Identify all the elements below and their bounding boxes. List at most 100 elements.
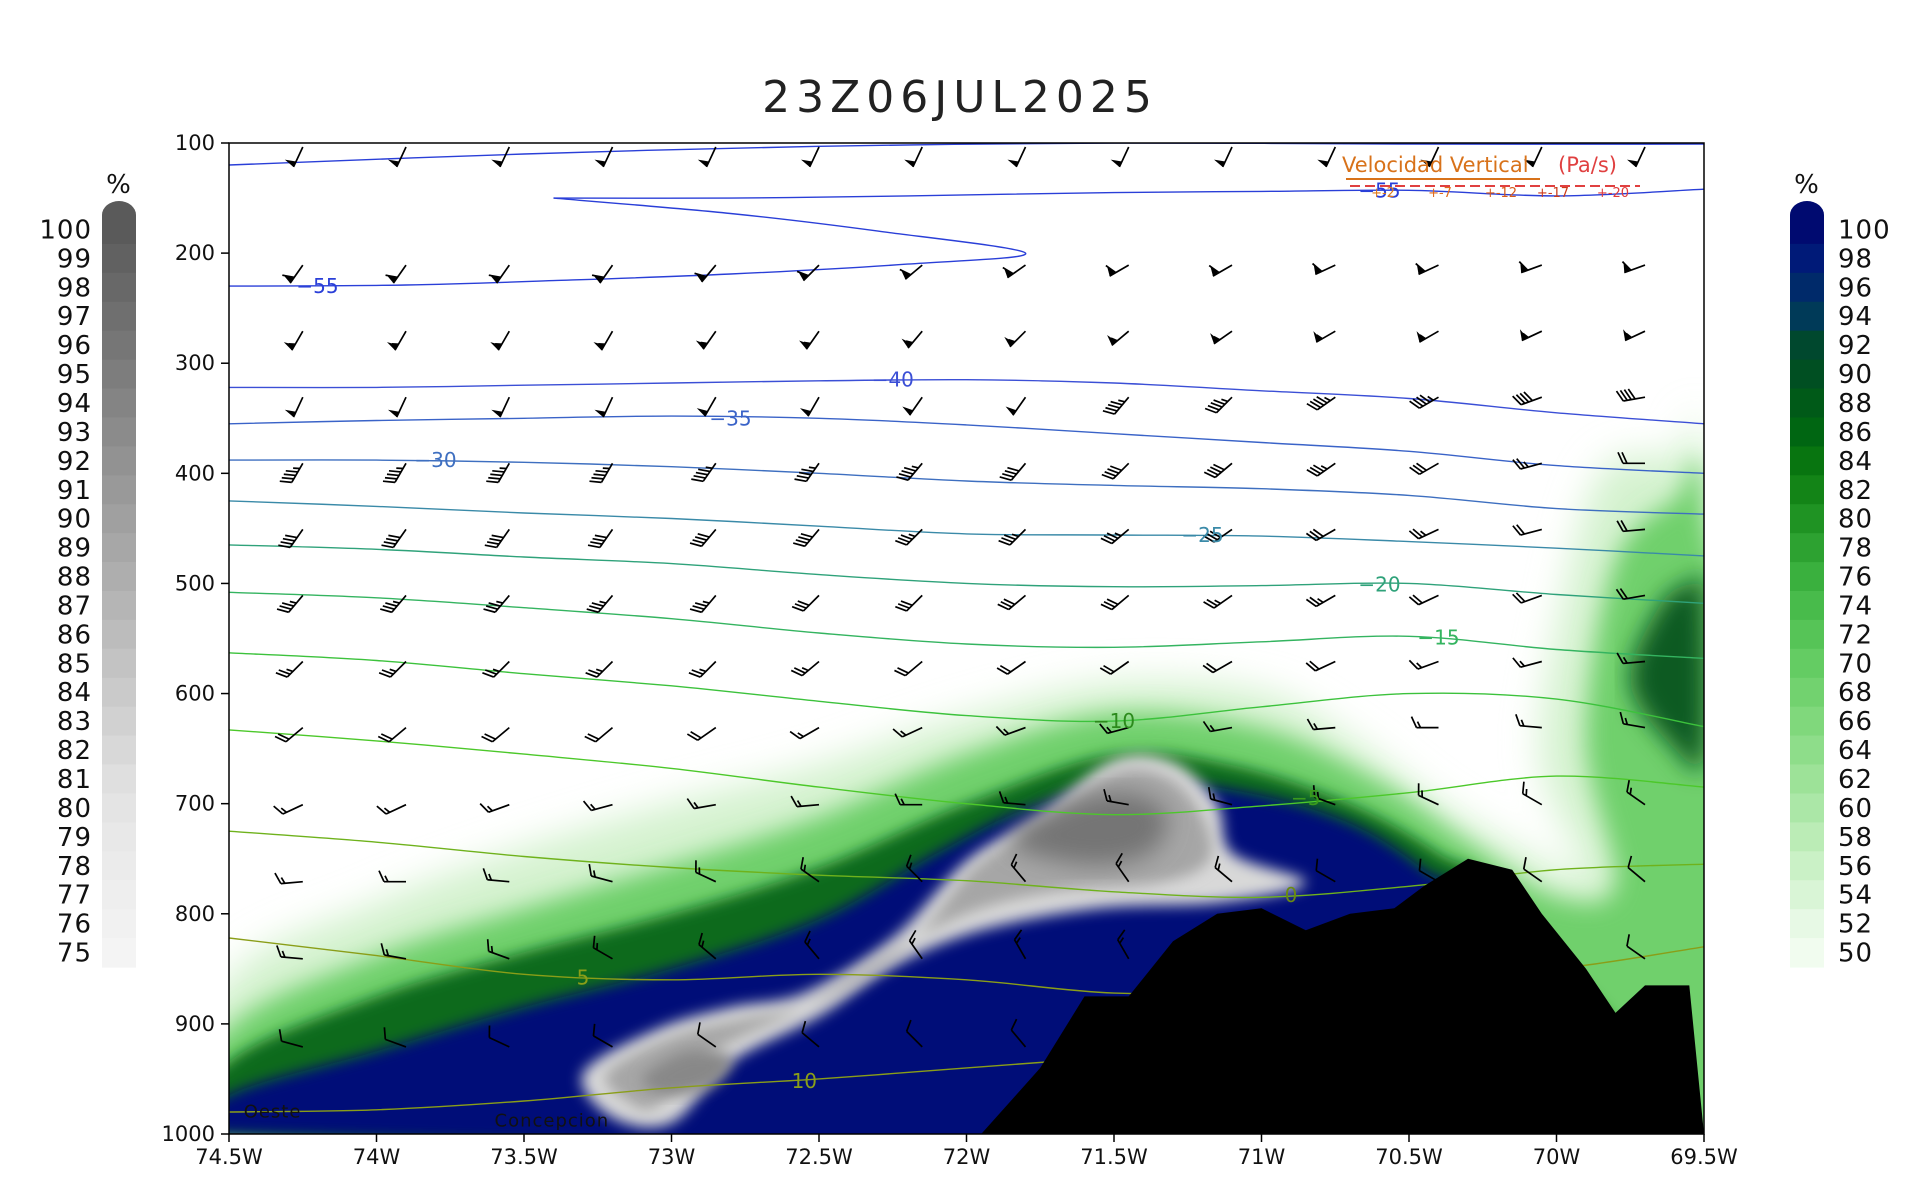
left-colorbar-label: 83 [57,707,92,737]
contour-label: 10 [792,1069,817,1093]
left-colorbar-unit: % [106,170,132,200]
temperature-contour [229,415,1704,474]
wind-barb [1317,146,1337,168]
y-tick-label: 500 [175,571,215,595]
wind-barb [794,462,820,483]
left-colorbar-swatch [102,272,136,303]
wind-barb [695,330,717,350]
wind-barb [388,146,407,168]
contour-label: 0 [1285,883,1298,907]
wind-barb [587,528,614,549]
wind-barb [1306,396,1336,411]
x-axis: 74.5W 74W 73.5W 73W 72.5W 72W 71.5W 71W 70.5W 70W… [195,1134,1738,1169]
right-colorbar-swatch [1790,735,1824,766]
wind-barb [908,929,923,960]
wind-barb [1315,858,1336,883]
wind-barb [895,528,923,546]
contour-label: −25 [1181,523,1223,547]
left-colorbar-label: 89 [57,534,92,564]
wind-barb [1305,528,1336,542]
wind-barb [274,872,303,885]
wind-barb [1627,146,1646,168]
left-colorbar-swatch [102,446,136,476]
wind-barb [792,528,820,548]
left-colorbar-swatch [102,648,136,679]
right-colorbar-label: 68 [1838,678,1873,708]
left-colorbar-label: 93 [57,418,92,448]
cloud-shading [581,754,1306,1128]
wind-barb [482,660,510,678]
x-tick-label: 72.5W [785,1145,853,1169]
place-labels: Oeste Concepcion [244,1102,609,1132]
x-tick-label: 74.5W [195,1145,263,1169]
wind-barb [1522,857,1543,883]
wind-barb [996,660,1026,675]
right-colorbar-label: 62 [1838,765,1873,795]
x-tick-label: 71W [1238,1145,1286,1169]
right-colorbar-swatch [1790,330,1824,361]
place-label: Oeste [244,1102,302,1123]
left-colorbar-label: 81 [57,765,92,795]
left-colorbar-label: 95 [57,360,92,390]
y-tick-label: 600 [175,682,215,706]
wind-barb [1621,261,1646,274]
vertical-velocity-legend: Velocidad Vertical (Pa/s) +-2 +-7 +-12 +-17… [1342,153,1640,201]
right-colorbar-label: 80 [1838,505,1873,535]
right-colorbar-swatch [1790,793,1824,823]
contour-label: −30 [414,448,456,472]
left-colorbar-swatch [102,735,136,766]
left-colorbar-label: 96 [57,331,92,361]
left-colorbar-label: 99 [57,244,92,274]
right-colorbar-label: 60 [1838,794,1873,824]
wind-barb [691,462,717,483]
wind-barb [377,726,407,743]
wind-barb [790,795,820,808]
wind-barb [1115,852,1130,883]
wind-barb [486,462,511,484]
wind-barb [386,330,407,351]
right-colorbar-swatch [1790,301,1824,332]
right-colorbar-label: 98 [1838,244,1873,274]
right-colorbar-swatch [1790,388,1824,418]
left-colorbar-swatch [102,533,136,563]
contour-label: −20 [1358,573,1400,597]
left-colorbar-swatch [102,851,136,881]
right-colorbar-swatch [1790,359,1824,390]
wind-barb [1512,524,1543,536]
wind-barb [274,726,304,743]
wind-barb [1203,528,1233,543]
right-colorbar-label: 74 [1838,592,1873,622]
right-colorbar-swatch [1790,822,1824,852]
right-colorbar-label: 72 [1838,620,1873,650]
wind-barb [1521,781,1543,806]
wind-barb [382,462,407,484]
wind-barb [1002,264,1026,279]
right-colorbar-label: 86 [1838,418,1873,448]
temperature-contour [229,378,1704,425]
wind-barb [592,935,613,960]
contour-label: −5 [1291,786,1320,810]
left-colorbar-swatch [102,938,136,968]
temperature-contour [229,197,1027,287]
legend-item: +-12 [1485,186,1517,201]
wind-barb [1116,929,1130,960]
y-tick-label: 800 [175,902,215,926]
left-colorbar-cap [102,201,136,229]
right-colorbar-cap [1790,201,1824,229]
wind-barb [695,860,717,883]
wind-barb [1101,462,1130,480]
left-colorbar-swatch [102,822,136,852]
wind-barb [592,1023,613,1048]
temperature-contour [229,500,1704,557]
wind-barb [1523,146,1543,168]
right-colorbar-swatch [1790,880,1824,910]
wind-barbs [273,146,1646,1048]
legend-unit: (Pa/s) [1558,153,1617,177]
wind-barb [1214,146,1233,168]
left-colorbar-swatch [102,388,136,418]
contour-label: −35 [709,406,751,430]
wind-barb [491,146,511,168]
left-colorbar-label: 80 [57,794,92,824]
right-colorbar-swatch [1790,764,1824,794]
y-tick-label: 100 [175,131,215,155]
